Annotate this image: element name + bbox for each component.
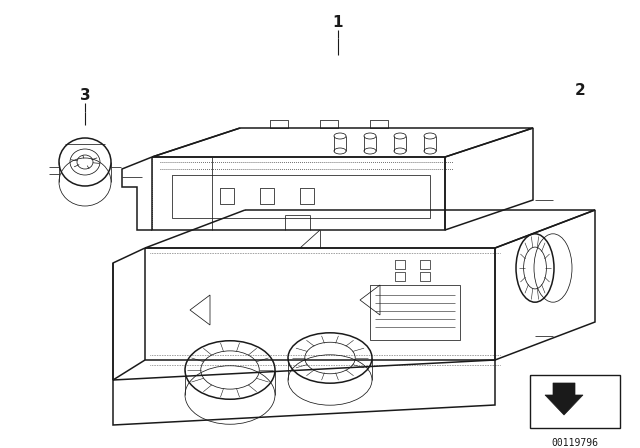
Text: 00119796: 00119796 xyxy=(552,438,598,448)
Text: 2: 2 xyxy=(575,82,586,98)
Polygon shape xyxy=(545,383,583,415)
Text: 1: 1 xyxy=(333,14,343,30)
Text: 3: 3 xyxy=(80,87,90,103)
